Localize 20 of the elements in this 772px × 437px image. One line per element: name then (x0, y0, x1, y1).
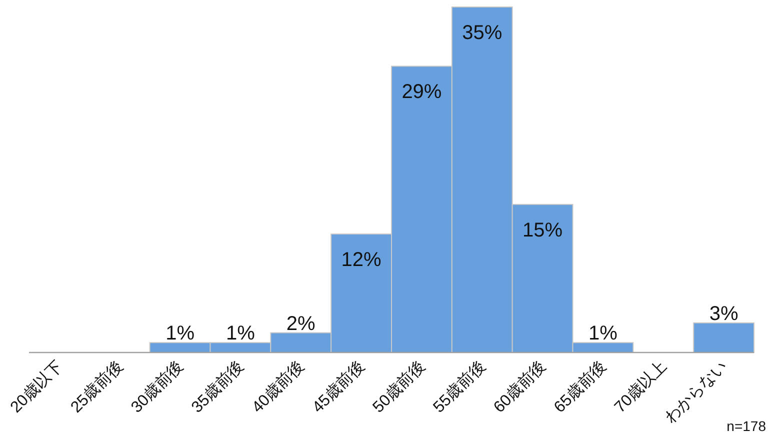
x-tick-label: 45歳前後 (308, 357, 368, 416)
x-tick-label: 20歳以下 (6, 357, 66, 416)
x-tick-label: 25歳前後 (67, 357, 126, 416)
x-tick-label: 65歳前後 (550, 357, 610, 416)
x-tick-label: 50歳前後 (369, 357, 429, 416)
data-label: 12% (341, 249, 382, 272)
data-label: 15% (522, 219, 563, 242)
x-tick-label: 55歳前後 (430, 357, 489, 416)
x-tick-label: 35歳前後 (188, 357, 248, 416)
data-label: 3% (709, 302, 738, 325)
data-label: 35% (462, 22, 502, 44)
data-label: 1% (166, 322, 195, 345)
text: n=178 (726, 418, 766, 434)
x-tick-label: 60歳前後 (490, 357, 550, 416)
data-label: 29% (402, 81, 442, 104)
data-label: 1% (588, 322, 618, 345)
x-tick-label: 30歳前後 (128, 357, 187, 416)
data-label: 2% (286, 312, 316, 335)
data-label: 1% (226, 322, 256, 345)
x-tick-label: 40歳前後 (248, 357, 308, 416)
